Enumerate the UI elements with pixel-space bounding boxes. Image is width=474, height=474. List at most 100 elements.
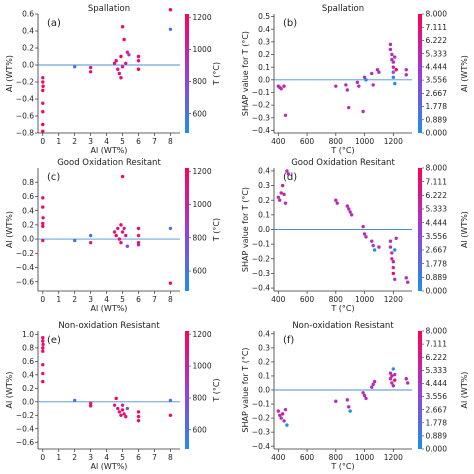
data-point bbox=[120, 408, 125, 412]
panel-d: Good Oxidation Resitant 0.4 0.3 0.2 0.1 0.0 −0… bbox=[241, 158, 469, 313]
data-point bbox=[136, 243, 141, 247]
x-axis-label: Al (WT%) bbox=[91, 146, 128, 155]
data-point bbox=[388, 239, 393, 243]
data-point bbox=[88, 240, 93, 245]
data-point bbox=[390, 251, 394, 255]
data-point bbox=[120, 65, 125, 69]
panel-letter: (e) bbox=[47, 335, 61, 346]
data-point bbox=[334, 84, 338, 88]
data-point bbox=[391, 260, 396, 264]
x-tick-label: 600 bbox=[300, 295, 315, 304]
colorbar bbox=[418, 14, 422, 133]
data-point bbox=[41, 363, 45, 367]
colorbar-tick-label: 1.778 bbox=[426, 259, 448, 268]
data-point bbox=[404, 73, 408, 77]
data-point bbox=[347, 405, 351, 409]
colorbar-tick-label: 3.556 bbox=[426, 392, 448, 401]
colorbar-tick-label: 0.889 bbox=[426, 273, 448, 282]
data-point bbox=[279, 86, 283, 91]
data-point bbox=[136, 67, 141, 71]
data-point bbox=[286, 172, 291, 176]
colorbar-tick-label: 800 bbox=[193, 233, 208, 242]
data-point bbox=[119, 54, 123, 59]
data-point bbox=[388, 42, 393, 47]
data-point bbox=[393, 378, 397, 382]
data-point bbox=[390, 52, 394, 57]
data-point bbox=[391, 367, 396, 371]
colorbar-label: T (°C) bbox=[212, 218, 221, 242]
chart-title: Good Oxidation Resitant bbox=[291, 158, 395, 168]
data-point bbox=[114, 233, 118, 238]
data-point bbox=[41, 221, 45, 226]
data-point bbox=[117, 237, 122, 241]
x-tick-label: 400 bbox=[271, 137, 286, 146]
data-point bbox=[136, 226, 141, 231]
data-point bbox=[282, 84, 286, 88]
data-point bbox=[391, 60, 396, 64]
data-point bbox=[390, 257, 394, 261]
data-point bbox=[276, 409, 281, 413]
x-tick-label: 7 bbox=[152, 295, 157, 304]
colorbar-tick-label: 3.556 bbox=[426, 76, 448, 85]
y-axis-label: Al (WT%) bbox=[5, 55, 14, 92]
y-tick-label: 0.2 bbox=[258, 50, 270, 59]
data-point bbox=[391, 271, 396, 276]
x-tick-label: 2 bbox=[72, 295, 77, 304]
data-point bbox=[127, 53, 131, 57]
data-point bbox=[282, 192, 286, 197]
colorbar-tick-label: 5.333 bbox=[426, 366, 448, 375]
x-axis-label: Al (WT%) bbox=[91, 462, 128, 471]
chart-title: Spallation bbox=[322, 4, 364, 14]
y-tick-label: −0.4 bbox=[16, 95, 34, 104]
data-point bbox=[404, 68, 408, 72]
x-tick-label: 1000 bbox=[355, 137, 374, 146]
data-point bbox=[41, 88, 45, 93]
data-point bbox=[41, 339, 45, 343]
colorbar-label: Al (WT%) bbox=[460, 211, 469, 248]
colorbar-tick-label: 1.778 bbox=[426, 418, 448, 427]
y-tick-label: −0.2 bbox=[252, 101, 270, 110]
y-tick-label: 0.2 bbox=[22, 384, 34, 393]
data-point bbox=[361, 391, 365, 395]
colorbar-tick-label: 0.000 bbox=[426, 287, 448, 296]
data-point bbox=[345, 204, 350, 208]
data-point bbox=[393, 372, 397, 377]
data-point bbox=[41, 205, 45, 209]
y-tick-label: −0.3 bbox=[252, 269, 270, 278]
colorbar-tick-label: 2.667 bbox=[426, 246, 448, 255]
panel-letter: (b) bbox=[283, 18, 297, 29]
data-point bbox=[370, 239, 374, 243]
panel-letter: (c) bbox=[47, 172, 60, 183]
y-tick-label: −0.1 bbox=[252, 88, 270, 97]
x-tick-label: 1200 bbox=[384, 295, 403, 304]
data-point bbox=[120, 174, 125, 179]
colorbar-tick-label: 6.222 bbox=[426, 353, 448, 362]
data-point bbox=[355, 80, 360, 85]
data-point bbox=[117, 71, 122, 76]
x-tick-label: 600 bbox=[300, 453, 315, 462]
y-tick-label: 0.0 bbox=[258, 75, 270, 84]
colorbar-tick-label: 1000 bbox=[193, 362, 212, 371]
data-point bbox=[361, 109, 365, 114]
x-tick-label: 3 bbox=[88, 295, 93, 304]
x-tick-label: 8 bbox=[168, 137, 173, 146]
data-point bbox=[88, 65, 93, 70]
chart-title: Good Oxidation Resitant bbox=[57, 158, 161, 168]
y-tick-label: −0.1 bbox=[252, 400, 270, 409]
data-point bbox=[41, 216, 45, 220]
colorbar-tick-label: 3.556 bbox=[426, 232, 448, 241]
y-tick-label: 0.4 bbox=[258, 25, 270, 34]
panel-b: Spallation 0.5 0.4 0.3 0.2 0.1 0.0 −0.1 −0.2 −0.3… bbox=[241, 4, 469, 155]
data-point bbox=[393, 55, 397, 59]
x-tick-label: 1000 bbox=[355, 295, 374, 304]
data-point bbox=[119, 413, 123, 417]
colorbar-tick-label: 7.111 bbox=[426, 177, 448, 186]
y-tick-label: 0.4 bbox=[22, 370, 34, 379]
x-tick-label: 400 bbox=[271, 295, 286, 304]
data-point bbox=[117, 410, 122, 414]
colorbar-tick-label: 0.000 bbox=[426, 445, 448, 454]
y-tick-label: 0.4 bbox=[258, 167, 270, 176]
x-axis-label: T (°C) bbox=[330, 304, 354, 313]
data-point bbox=[344, 83, 348, 87]
